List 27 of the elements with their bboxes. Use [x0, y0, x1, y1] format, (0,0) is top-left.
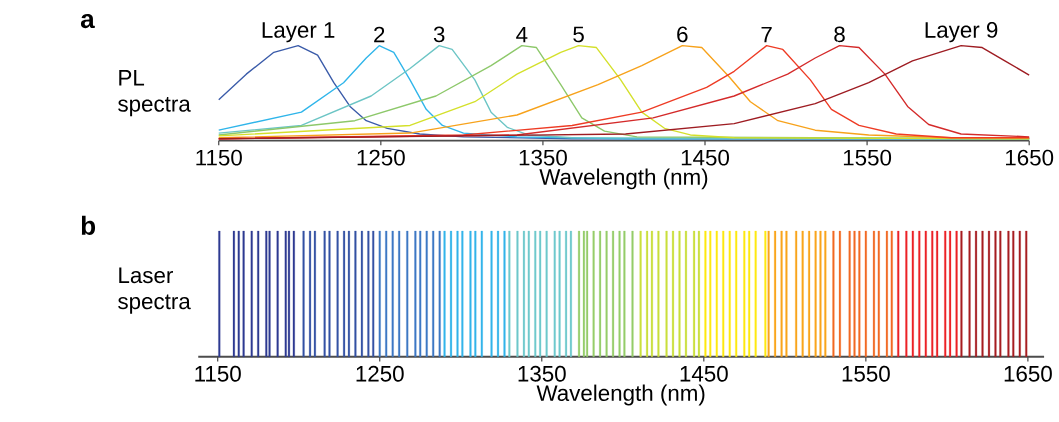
x-tick-label: 1450	[681, 149, 729, 166]
annotation: 7	[761, 26, 772, 43]
x-axis-title: Wavelength (nm)	[539, 168, 708, 190]
y-axis-title: PL spectra	[118, 70, 191, 117]
x-tick-label: 1550	[843, 149, 892, 166]
chart-title: b	[81, 215, 96, 235]
x-tick-label: 1150	[196, 149, 242, 166]
x-tick-label: 1350	[519, 149, 567, 166]
x-tick-label: 1250	[357, 149, 405, 166]
x-tick-label: 1150	[195, 365, 241, 382]
y-axis-title: Laser spectra	[118, 267, 191, 314]
annotation: 5	[573, 26, 584, 43]
chart-title: a	[80, 13, 95, 29]
annotation: 6	[677, 26, 688, 43]
x-tick-label: 1350	[518, 365, 566, 382]
annotation: Layer 9	[925, 22, 998, 43]
annotation: 4	[516, 26, 528, 43]
x-tick-label: 1550	[842, 365, 890, 382]
x-tick-label: 1650	[1004, 365, 1052, 382]
x-tick-label: 1650	[1006, 149, 1054, 166]
x-tick-label: 1250	[356, 365, 404, 382]
x-axis-title: Wavelength (nm)	[536, 384, 705, 406]
x-tick-label: 1450	[680, 365, 728, 382]
annotation: 8	[834, 26, 845, 43]
annotation: 3	[433, 26, 445, 43]
annotation: Layer 1	[262, 22, 335, 43]
annotation: 2	[374, 26, 385, 43]
